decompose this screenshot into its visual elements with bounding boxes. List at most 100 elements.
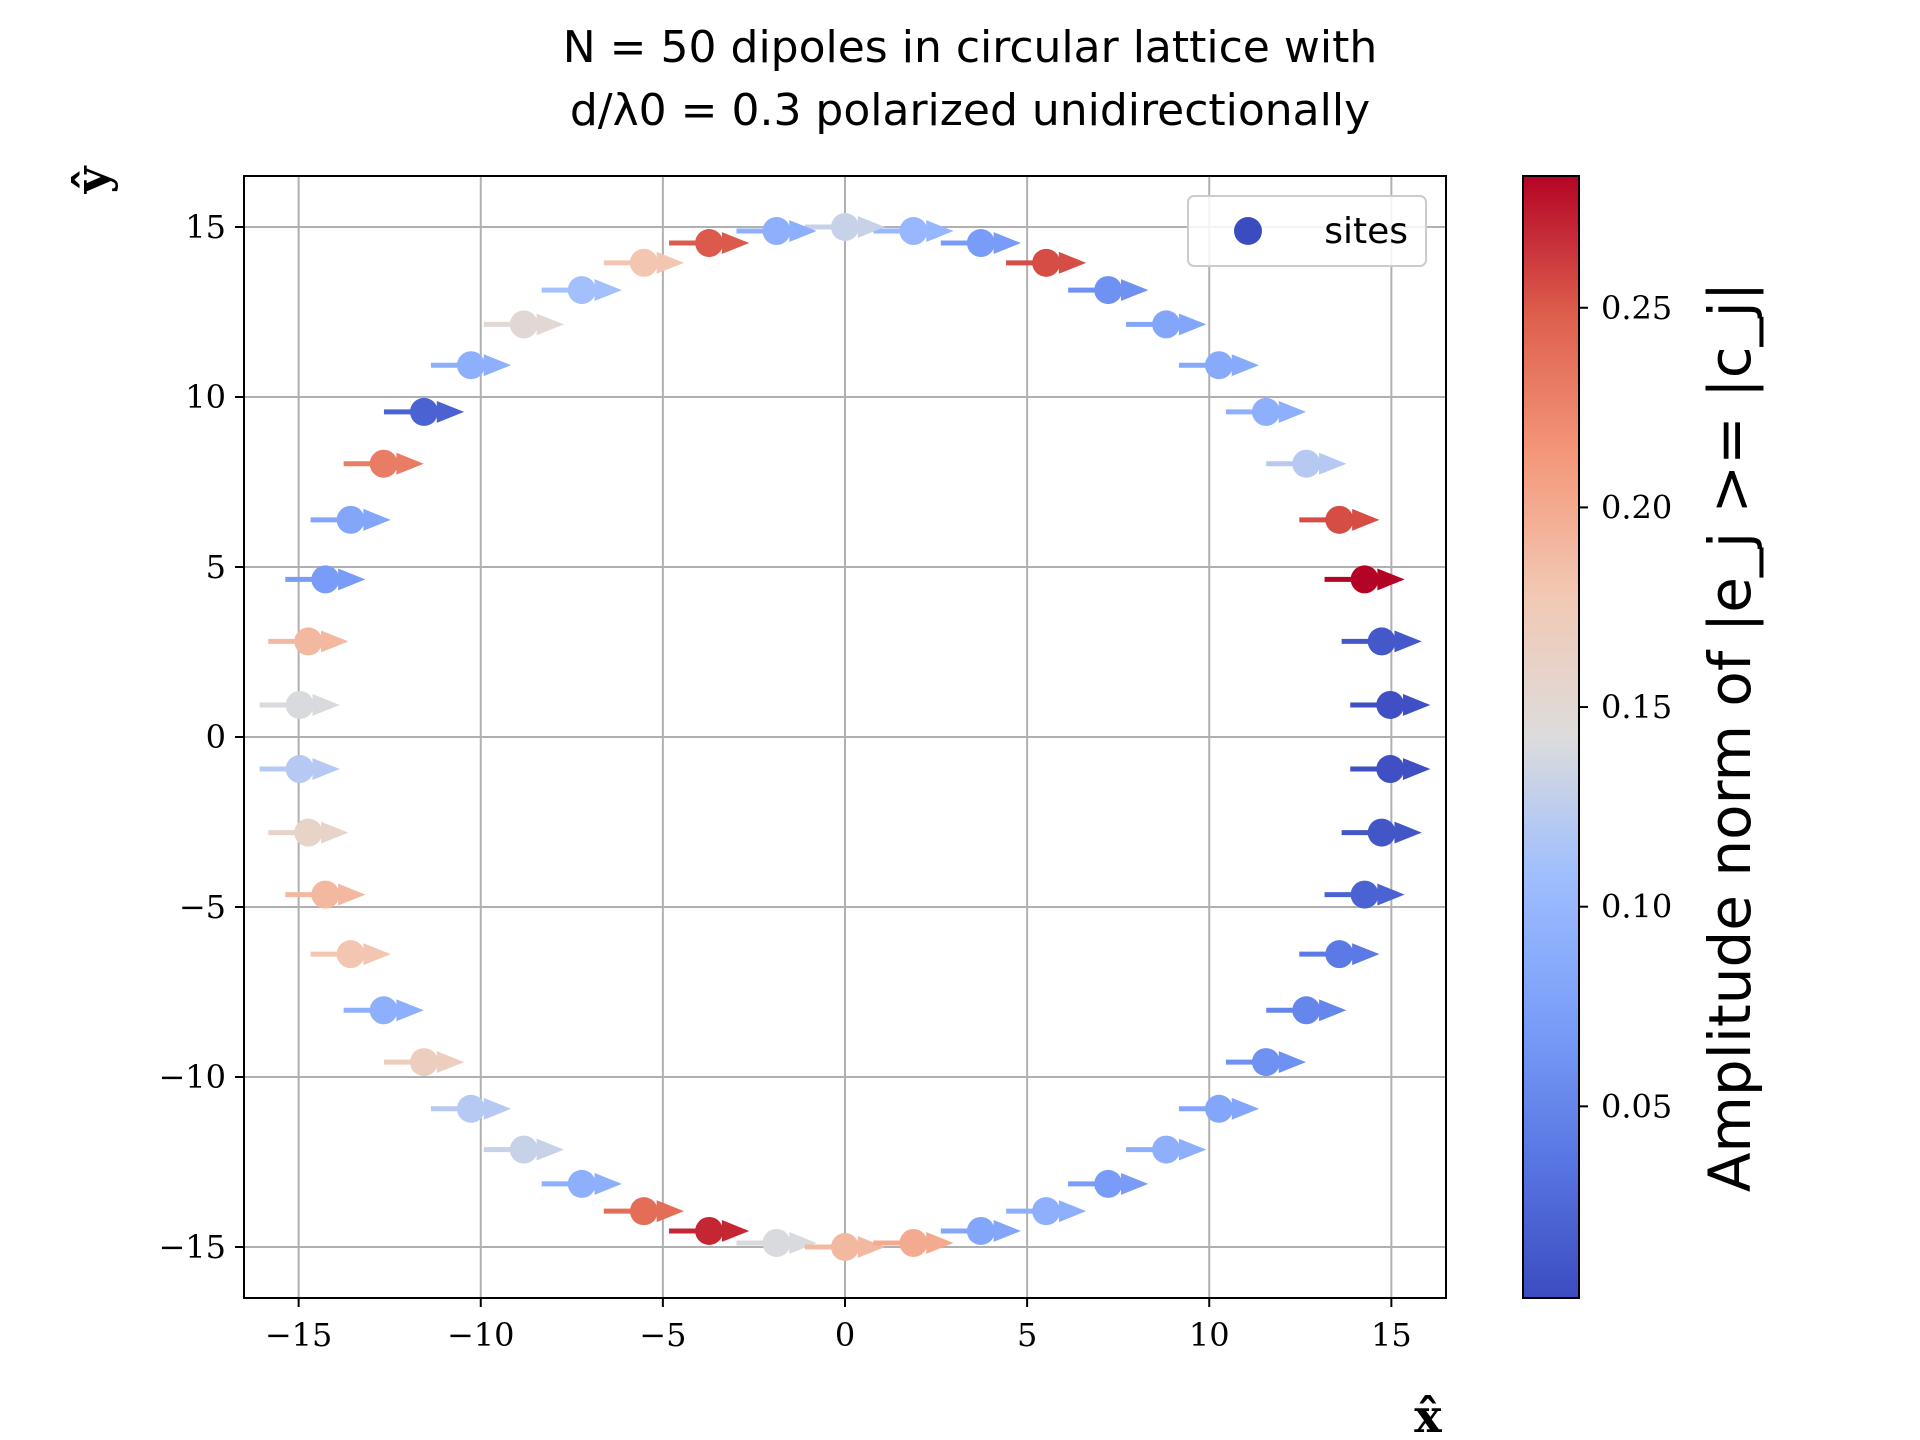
dipole-12 [804,213,886,241]
dipole-46 [1299,940,1380,969]
dipole-arrow-head-9 [1058,251,1087,274]
dipole-2 [1324,565,1405,594]
dipole-arrow-head-4 [1319,452,1347,475]
dipole-arrow-head-44 [1278,1051,1307,1074]
dipole-19 [383,397,465,426]
chart-title-line1: N = 50 dipoles in circular lattice with [563,22,1377,73]
dipole-8 [1068,276,1149,305]
dipole-22 [285,565,366,594]
site-marker-0 [1376,690,1405,719]
site-marker-41 [1094,1169,1123,1198]
dipole-arrow-head-29 [396,999,424,1022]
dipole-38 [873,1228,954,1257]
site-marker-2 [1350,565,1379,594]
site-marker-40 [1032,1197,1061,1226]
colorbar-tick-label-0: 0.05 [1601,1087,1672,1125]
site-marker-11 [899,217,928,246]
dipole-26 [268,818,349,847]
site-marker-16 [567,276,596,305]
y-tick-label-1: −10 [158,1058,226,1096]
dipole-23 [268,627,349,656]
colorbar-tick-label-4: 0.25 [1601,289,1672,327]
site-marker-39 [966,1216,995,1245]
dipole-42 [1126,1135,1207,1164]
dipole-arrow-head-8 [1120,279,1149,302]
dipole-39 [940,1216,1021,1245]
dipole-25 [259,755,340,784]
dipole-arrow-head-39 [993,1220,1021,1242]
dipole-32 [483,1135,564,1164]
site-marker-17 [509,310,538,339]
dipole-arrow-head-1 [1394,630,1422,653]
dipole-45 [1266,996,1347,1025]
dipole-marks [259,213,1431,1261]
y-ticks: −15 −10 −5 0 5 10 15 [158,208,244,1266]
x-tick-label-6: 15 [1371,1316,1412,1354]
dipole-33 [541,1169,622,1198]
site-marker-46 [1325,940,1354,969]
site-marker-23 [294,627,323,656]
dipole-44 [1225,1048,1307,1077]
dipole-arrow-head-23 [321,630,349,653]
dipole-arrow-head-42 [1178,1138,1207,1161]
x-tick-label-0: −15 [265,1316,333,1354]
y-tick-label-4: 5 [206,548,226,586]
y-tick-label-5: 10 [185,378,226,416]
dipole-48 [1341,818,1422,847]
dipole-arrow-head-46 [1352,943,1380,966]
dipole-arrow-head-34 [656,1200,684,1223]
site-marker-31 [456,1094,485,1123]
dipole-20 [343,449,424,478]
x-axis-label: x̂ [1414,1389,1442,1440]
dipole-arrow-head-37 [857,1236,886,1258]
dipole-arrow-head-11 [926,220,954,242]
dipole-arrow-head-43 [1231,1097,1260,1120]
dipole-arrow-head-5 [1278,400,1307,423]
dipole-35 [669,1216,750,1245]
dipole-arrow-head-48 [1394,821,1422,844]
site-marker-12 [831,213,859,241]
site-marker-19 [410,397,439,426]
dipole-3 [1299,505,1380,534]
dipole-arrow-head-10 [993,232,1021,254]
y-tick-label-2: −5 [179,888,226,926]
x-tick-label-4: 5 [1017,1316,1037,1354]
chart-title-line2: d/λ0 = 0.3 polarized unidirectionally [570,85,1370,136]
dipole-21 [310,505,391,534]
dipole-arrow-head-24 [312,694,340,716]
site-marker-18 [456,351,485,380]
legend-entry-sites: sites [1324,211,1408,252]
dipole-arrow-head-18 [483,354,512,377]
dipole-arrow-head-15 [656,251,684,274]
dipole-arrow-head-49 [1403,758,1431,780]
dipole-10 [940,229,1021,258]
dipole-arrow-head-17 [536,313,564,336]
site-marker-8 [1094,276,1123,305]
dipole-41 [1068,1169,1149,1198]
y-tick-label-3: 0 [206,718,226,756]
dipole-15 [603,248,684,277]
dipole-36 [736,1228,817,1257]
dipole-arrow-head-40 [1058,1200,1087,1223]
site-marker-14 [695,229,724,258]
dipole-40 [1006,1197,1087,1226]
dipole-arrow-head-27 [338,883,366,906]
site-marker-30 [410,1048,439,1077]
site-marker-7 [1152,310,1181,339]
dipole-arrow-head-0 [1403,694,1431,716]
dipole-0 [1350,690,1431,719]
dipole-arrow-head-13 [789,220,817,242]
site-marker-4 [1292,449,1321,478]
dipole-30 [383,1048,465,1077]
dipole-arrow-head-28 [363,943,391,966]
legend-marker [1234,217,1262,245]
dipole-24 [259,690,340,719]
dipole-34 [603,1197,684,1226]
dipole-49 [1350,755,1431,784]
site-marker-37 [831,1233,859,1261]
dipole-29 [343,996,424,1025]
site-marker-21 [336,505,365,534]
y-axis-label: ŷ [65,165,119,194]
x-tick-label-5: 10 [1189,1316,1230,1354]
site-marker-43 [1205,1094,1234,1123]
